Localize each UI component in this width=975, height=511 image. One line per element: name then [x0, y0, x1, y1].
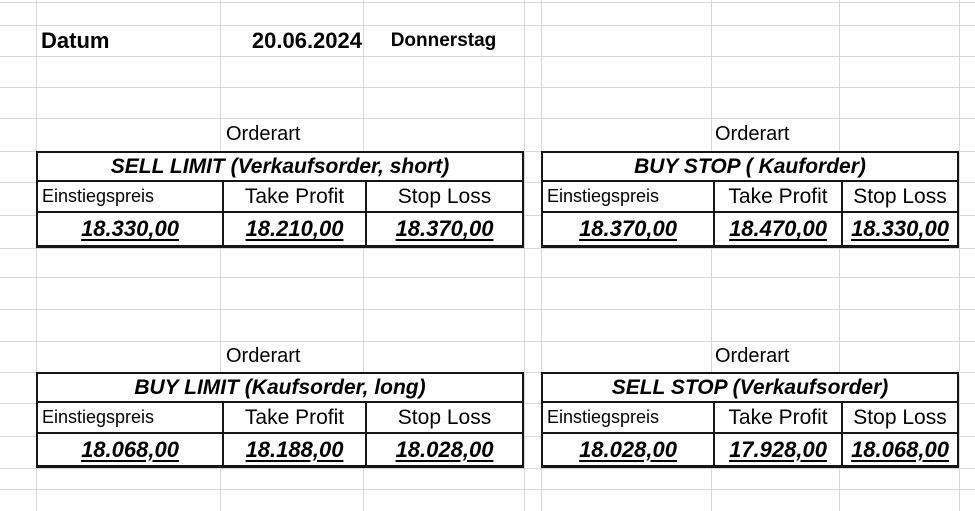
header-cell-take-profit[interactable]: Take Profit [222, 182, 365, 211]
value-cell-einstiegspreis[interactable]: 18.028,00 [579, 436, 677, 462]
order-table-header-row: Einstiegspreis Take Profit Stop Loss [38, 403, 522, 434]
order-table-value-row: 18.370,00 18.470,00 18.330,00 [543, 213, 957, 245]
header-cell-stop-loss[interactable]: Stop Loss [841, 403, 957, 432]
value-cell-stop-loss[interactable]: 18.370,00 [365, 213, 522, 245]
order-table-header-row: Einstiegspreis Take Profit Stop Loss [543, 403, 957, 434]
header-cell-stop-loss[interactable]: Stop Loss [365, 182, 522, 211]
order-table-value-row: 18.330,00 18.210,00 18.370,00 [38, 213, 522, 245]
order-table-title[interactable]: BUY STOP ( Kauforder) [543, 153, 957, 182]
value-cell-stop-loss[interactable]: 18.330,00 [841, 213, 957, 245]
order-table-sell-limit: SELL LIMIT (Verkaufsorder, short) Einsti… [36, 151, 524, 248]
order-section-sell-limit: Orderart SELL LIMIT (Verkaufsorder, shor… [36, 118, 524, 248]
header-cell-take-profit[interactable]: Take Profit [713, 403, 841, 432]
order-table-header-row: Einstiegspreis Take Profit Stop Loss [38, 182, 522, 213]
header-cell-einstiegspreis[interactable]: Einstiegspreis [42, 407, 155, 427]
order-table-title[interactable]: SELL LIMIT (Verkaufsorder, short) [38, 153, 522, 182]
value-cell-take-profit[interactable]: 17.928,00 [713, 434, 841, 465]
header-cell-einstiegspreis[interactable]: Einstiegspreis [547, 407, 660, 427]
cell-weekday[interactable]: Donnerstag [390, 29, 497, 51]
order-table-title[interactable]: SELL STOP (Verkaufsorder) [543, 374, 957, 403]
cell-orderart-label[interactable]: Orderart [715, 123, 790, 145]
value-cell-stop-loss[interactable]: 18.028,00 [365, 434, 522, 465]
value-cell-take-profit[interactable]: 18.188,00 [222, 434, 365, 465]
cell-orderart-label[interactable]: Orderart [715, 344, 790, 367]
cell-orderart-label[interactable]: Orderart [226, 344, 301, 367]
header-cell-einstiegspreis[interactable]: Einstiegspreis [547, 186, 660, 206]
cell-datum-label[interactable]: Datum [41, 27, 110, 53]
order-section-buy-stop: Orderart BUY STOP ( Kauforder) Einstiegs… [541, 118, 959, 248]
order-table-value-row: 18.028,00 17.928,00 18.068,00 [543, 434, 957, 465]
value-cell-einstiegspreis[interactable]: 18.370,00 [579, 216, 677, 241]
order-table-buy-stop: BUY STOP ( Kauforder) Einstiegspreis Tak… [541, 151, 959, 248]
header-cell-take-profit[interactable]: Take Profit [713, 182, 841, 211]
value-cell-take-profit[interactable]: 18.470,00 [713, 213, 841, 245]
order-table-buy-limit: BUY LIMIT (Kaufsorder, long) Einstiegspr… [36, 372, 524, 468]
cell-date-value[interactable]: 20.06.2024 [251, 27, 362, 53]
header-cell-take-profit[interactable]: Take Profit [222, 403, 365, 432]
value-cell-stop-loss[interactable]: 18.068,00 [841, 434, 957, 465]
value-cell-einstiegspreis[interactable]: 18.068,00 [81, 436, 179, 462]
value-cell-take-profit[interactable]: 18.210,00 [222, 213, 365, 245]
value-cell-einstiegspreis[interactable]: 18.330,00 [81, 216, 179, 241]
order-section-buy-limit: Orderart BUY LIMIT (Kaufsorder, long) Ei… [36, 340, 524, 468]
cell-orderart-label[interactable]: Orderart [226, 123, 301, 145]
order-table-header-row: Einstiegspreis Take Profit Stop Loss [543, 182, 957, 213]
order-table-title[interactable]: BUY LIMIT (Kaufsorder, long) [38, 374, 522, 403]
header-cell-stop-loss[interactable]: Stop Loss [841, 182, 957, 211]
header-cell-stop-loss[interactable]: Stop Loss [365, 403, 522, 432]
order-section-sell-stop: Orderart SELL STOP (Verkaufsorder) Einst… [541, 340, 959, 468]
header-cell-einstiegspreis[interactable]: Einstiegspreis [42, 186, 155, 206]
order-table-value-row: 18.068,00 18.188,00 18.028,00 [38, 434, 522, 465]
order-table-sell-stop: SELL STOP (Verkaufsorder) Einstiegspreis… [541, 372, 959, 468]
